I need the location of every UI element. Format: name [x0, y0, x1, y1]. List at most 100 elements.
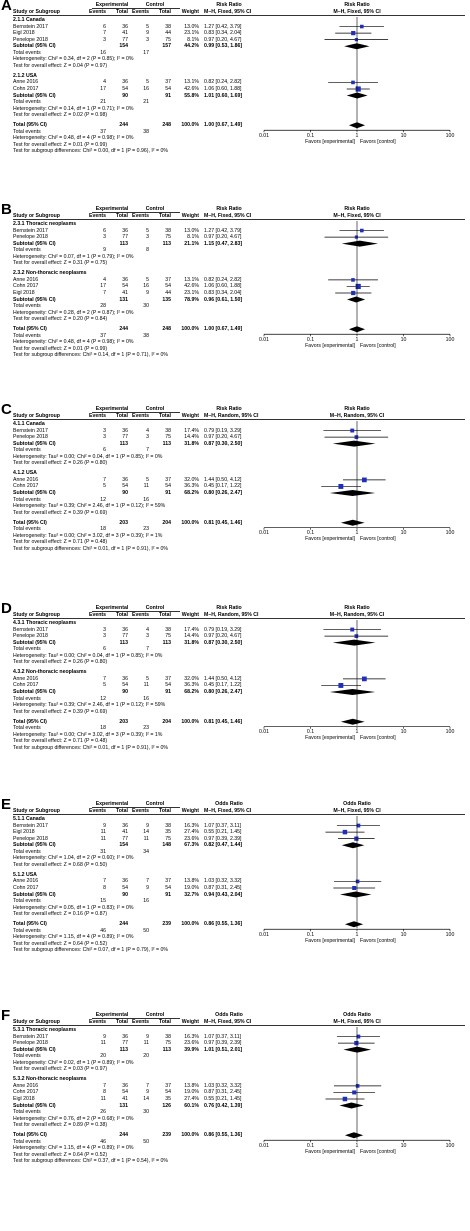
column-header: Weight [181, 1019, 199, 1025]
study-square [338, 682, 344, 688]
estimate-ci: 0.81 [0.45, 1.46] [204, 718, 243, 725]
total-exp: 90 [122, 490, 128, 496]
total-ctrl: 113 [162, 1046, 171, 1053]
estimate-ci: 1.44 [0.50, 4.12] [204, 675, 242, 682]
x-tick-label: 100 [445, 336, 455, 343]
forest-plot-panel: E Experimental Control Odds Ratio Odds Ratio… [0, 796, 470, 1010]
forest-plot-svg [263, 1027, 451, 1143]
subtotal-label: Subtotal (95% CI) [13, 842, 56, 849]
heterogeneity-text: Heterogeneity: Tau² = 0.00; Chi² = 0.04,… [13, 453, 163, 460]
total-exp: 54 [122, 86, 128, 92]
subgroup-difference-text: Test for subgroup differences: Chi² = 0.… [13, 352, 168, 359]
total-events-label: Total events [13, 695, 41, 702]
total-ctrl: 37 [165, 476, 171, 483]
study-name: Cohn 2017 [13, 283, 39, 290]
estimate-ci: 0.82 [0.24, 2.82] [204, 79, 242, 86]
subtotal-diamond [332, 639, 376, 646]
measure-header-plot: Risk Ratio [344, 206, 370, 212]
events-ctrl: 16 [143, 496, 149, 503]
events-exp: 6 [103, 23, 106, 30]
study-column-header: Study or Subgroup [13, 612, 60, 618]
forest-plot-panel: F Experimental Control Odds Ratio Odds Ratio… [0, 1007, 470, 1231]
column-header: Total [158, 213, 171, 219]
estimate-ci: 1.03 [0.32, 3.32] [204, 878, 242, 885]
measure-header-plot: Odds Ratio [343, 801, 371, 807]
subtotal-diamond [329, 689, 376, 695]
weight: 8.1% [187, 36, 199, 43]
weight: 55.8% [184, 92, 199, 99]
total-label: Total (95% CI) [13, 519, 47, 526]
panel-letter: F [1, 1007, 11, 1024]
x-tick-label: 100 [445, 931, 455, 938]
x-tick-label: 0.1 [306, 729, 315, 736]
study-name: Anne 2016 [13, 878, 39, 885]
estimate-ci: 0.79 [0.19, 3.29] [204, 626, 242, 633]
weight: 13.8% [184, 878, 199, 885]
estimate-ci: 0.86 [0.55, 1.36] [204, 1132, 243, 1139]
x-tick-label: 0.1 [306, 1142, 315, 1149]
weight: 13.0% [184, 227, 199, 234]
study-square [360, 24, 364, 29]
total-exp: 36 [122, 23, 128, 30]
weight: 14.4% [184, 633, 199, 640]
study-square [351, 290, 356, 296]
estimate-ci: 1.44 [0.50, 4.12] [204, 476, 242, 483]
weight: 42.6% [184, 86, 199, 92]
forest-plot-svg [263, 221, 451, 337]
events-ctrl: 4 [146, 427, 149, 434]
weight: 78.9% [184, 296, 199, 303]
events-exp: 46 [100, 1138, 106, 1145]
study-name: Cohn 2017 [13, 682, 39, 689]
overall-effect-text: Test for overall effect: Z = 0.64 (P = 0… [13, 940, 108, 947]
favors-left-label: Favors [experimental] [305, 138, 355, 145]
events-ctrl: 3 [146, 434, 149, 441]
total-exp: 244 [119, 326, 128, 333]
weight: 39.9% [184, 1046, 199, 1053]
total-events-label: Total events [13, 247, 41, 254]
events-exp: 15 [100, 898, 106, 905]
weight: 32.0% [184, 675, 199, 682]
events-ctrl: 9 [146, 822, 149, 829]
estimate-ci: 1.27 [0.42, 3.79] [204, 227, 242, 234]
group1-header: Experimental [95, 206, 129, 212]
study-name: Eigl 2018 [13, 30, 35, 37]
estimate-ci: 0.81 [0.45, 1.46] [204, 519, 243, 526]
weight: 60.1% [184, 1102, 199, 1109]
column-header: Events [88, 9, 106, 15]
study-name: Penelope 2018 [13, 835, 48, 842]
total-ctrl: 38 [165, 227, 171, 234]
total-events-label: Total events [13, 646, 41, 653]
study-column-header: Study or Subgroup [13, 808, 60, 814]
subtotal-label: Subtotal (95% CI) [13, 639, 56, 646]
x-tick-label: 1 [355, 729, 359, 736]
overall-effect-text: Test for overall effect: Z = 0.71 (P = 0… [13, 539, 108, 546]
events-exp: 9 [103, 247, 106, 254]
events-exp: 4 [103, 79, 106, 86]
total-events-label: Total events [13, 99, 41, 106]
events-ctrl: 5 [146, 227, 149, 234]
method-header-plot: M–H, Random, 95% CI [329, 612, 385, 618]
subtotal-label: Subtotal (95% CI) [13, 1102, 56, 1109]
total-exp: 36 [122, 427, 128, 434]
overall-effect-text: Test for overall effect: Z = 0.68 (P = 0… [13, 861, 108, 868]
events-ctrl: 34 [143, 848, 149, 855]
group2-header: Control [145, 605, 165, 611]
study-square [354, 235, 358, 239]
x-tick-label: 0.1 [306, 931, 315, 938]
total-exp: 113 [119, 240, 128, 247]
header-rule [13, 15, 465, 16]
subtotal-label: Subtotal (95% CI) [13, 1046, 56, 1053]
total-exp: 244 [119, 921, 128, 928]
subtotal-label: Subtotal (95% CI) [13, 689, 56, 695]
study-square [360, 228, 364, 233]
events-ctrl: 11 [143, 835, 149, 842]
total-exp: 36 [122, 227, 128, 234]
heterogeneity-text: Heterogeneity: Tau² = 0.39; Chi² = 2.46,… [13, 702, 166, 709]
total-exp: 54 [122, 483, 128, 490]
events-exp: 7 [103, 30, 106, 37]
total-ctrl: 35 [165, 1096, 171, 1102]
total-exp: 54 [122, 1089, 128, 1096]
events-ctrl: 7 [146, 1082, 149, 1089]
total-label: Total (95% CI) [13, 921, 47, 928]
events-ctrl: 9 [146, 1089, 149, 1096]
